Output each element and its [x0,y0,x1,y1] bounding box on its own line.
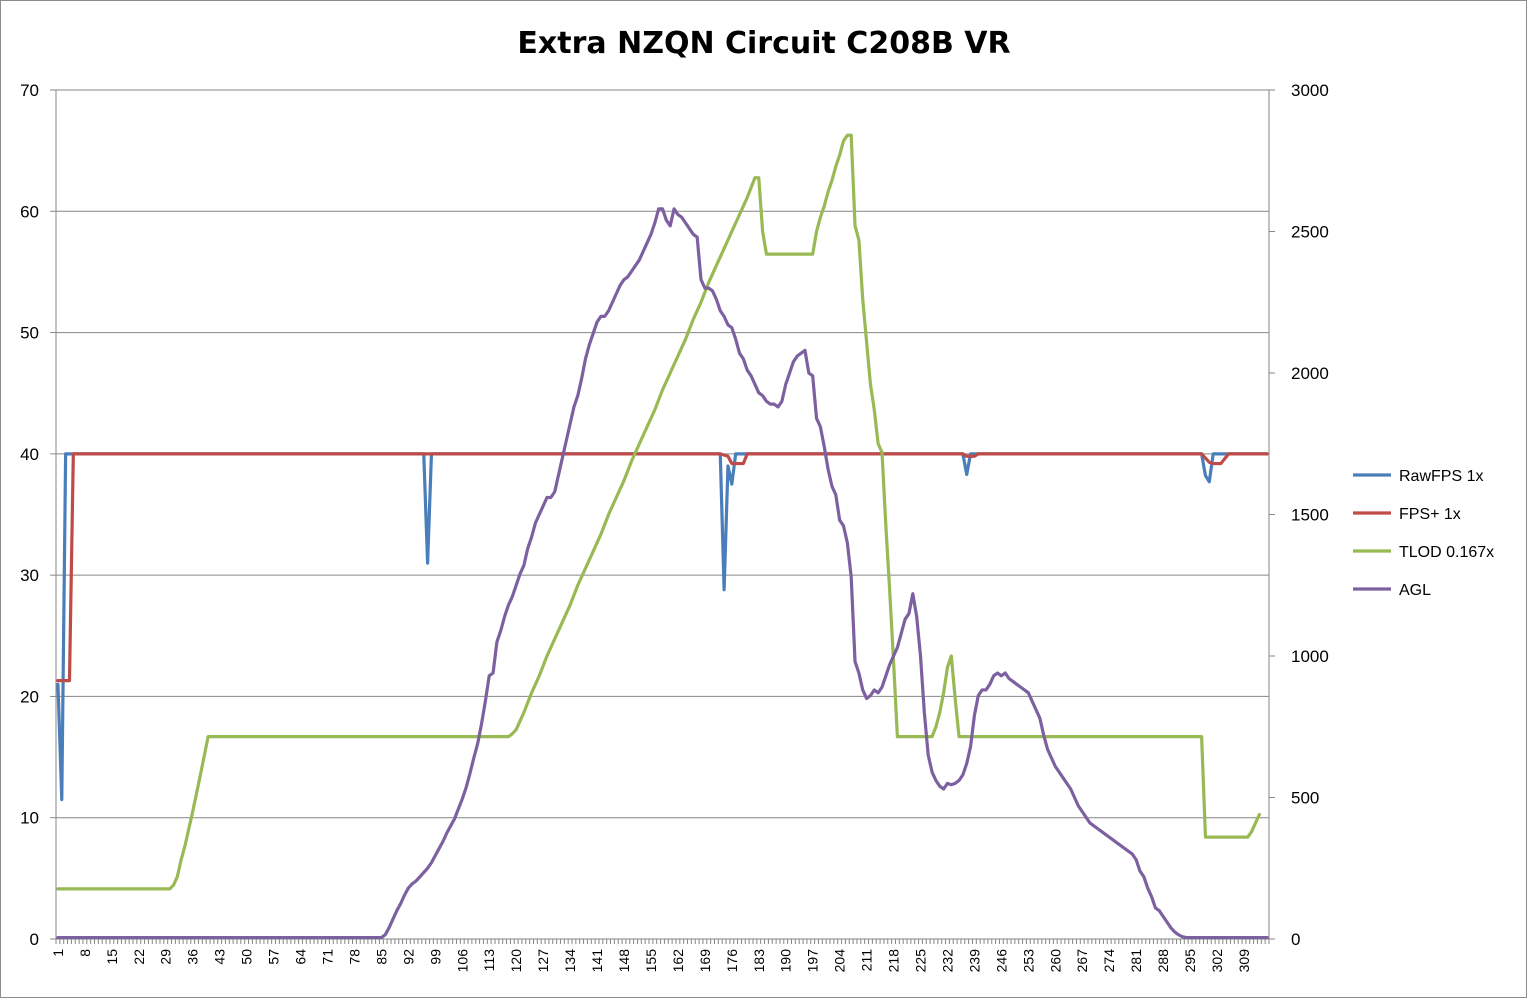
chart-title: Extra NZQN Circuit C208B VR [517,26,1010,61]
x-tick-label: 183 [751,949,767,973]
x-tick-label: 295 [1182,949,1198,973]
x-tick-label: 253 [1020,949,1036,973]
y2-tick-label: 0 [1291,930,1300,949]
x-tick-label: 29 [158,949,174,965]
legend-label: FPS+ 1x [1399,506,1461,523]
x-tick-label: 36 [185,949,201,965]
x-tick-label: 204 [832,949,848,973]
legend-label: TLOD 0.167x [1399,544,1494,561]
legend-item: FPS+ 1x [1353,506,1461,523]
y-tick-label: 40 [20,445,39,464]
y2-tick-label: 2000 [1291,364,1329,383]
x-tick-label: 232 [939,949,955,973]
x-tick-label: 92 [400,949,416,965]
y-tick-label: 50 [20,324,39,343]
x-tick-label: 190 [778,949,794,973]
y-tick-label: 20 [20,687,39,706]
series-line-tlod-0-167x [56,133,1261,891]
legend-label: RawFPS 1x [1399,468,1483,485]
x-tick-label: 1 [50,949,66,957]
y2-tick-label: 1500 [1291,506,1329,525]
y-tick-label: 70 [20,81,39,100]
x-tick-label: 85 [373,949,389,965]
legend-item: RawFPS 1x [1353,468,1483,485]
series-line-rawfps-1x [56,452,1269,802]
x-tick-label: 64 [293,949,309,965]
x-tick-label: 127 [535,949,551,973]
x-tick-label: 78 [346,949,362,965]
x-tick-label: 71 [319,949,335,965]
legend-label: AGL [1399,582,1431,599]
x-tick-label: 225 [913,949,929,973]
x-tick-label: 260 [1047,949,1063,973]
x-tick-label: 155 [643,949,659,973]
y2-tick-label: 1000 [1291,647,1329,666]
y2-tick-label: 3000 [1291,81,1329,100]
series-line-fps-1x [56,452,1269,683]
y2-tick-label: 2500 [1291,223,1329,242]
x-tick-label: 50 [239,949,255,965]
series-lines [56,133,1269,940]
x-tick-label: 211 [859,949,875,972]
legend-item: AGL [1353,582,1431,599]
x-tick-label: 22 [131,949,147,965]
x-tick-label: 288 [1155,949,1171,973]
y-tick-label: 60 [20,202,39,221]
x-tick-label: 15 [104,949,120,965]
x-tick-label: 43 [212,949,228,965]
x-tick-label: 239 [966,949,982,973]
series-line-agl [56,207,1269,940]
x-tick-label: 57 [266,949,282,965]
axes: 0 10 20 30 40 50 60 70 0 500 1000 1500 2000 2500 3000 1… [20,81,1329,972]
x-tick-label: 148 [616,949,632,973]
x-tick-label: 218 [886,949,902,973]
x-tick-label: 267 [1074,949,1090,973]
x-tick-label: 169 [697,949,713,973]
x-tick-label: 106 [454,949,470,973]
x-tick-label: 274 [1101,949,1117,973]
x-tick-label: 309 [1236,949,1252,973]
x-tick-label: 302 [1209,949,1225,973]
y-tick-label: 10 [20,809,39,828]
x-tick-label: 162 [670,949,686,973]
x-tick-label: 197 [805,949,821,973]
x-tick-label: 176 [724,949,740,973]
legend: RawFPS 1x FPS+ 1x TLOD 0.167x AGL [1353,468,1494,599]
x-tick-label: 134 [562,949,578,973]
x-tick-label: 141 [589,949,605,973]
x-tick-label: 281 [1128,949,1144,973]
x-tick-label: 113 [481,949,497,972]
x-tick-label: 99 [427,949,443,965]
x-tick-label: 120 [508,949,524,973]
y2-tick-label: 500 [1291,789,1319,808]
x-tick-label: 8 [77,949,93,957]
y-tick-label: 0 [30,930,39,949]
x-tick-label: 246 [993,949,1009,973]
y-tick-label: 30 [20,566,39,585]
legend-item: TLOD 0.167x [1353,544,1494,561]
